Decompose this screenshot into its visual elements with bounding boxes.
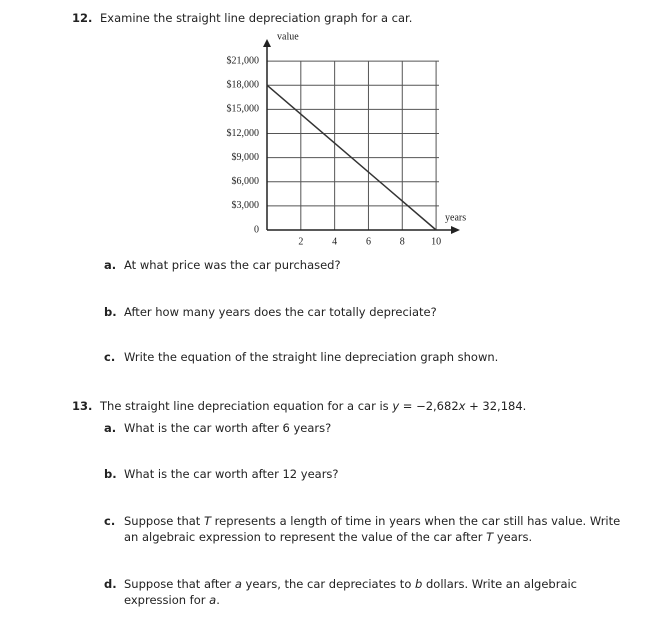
italic-text: a — [209, 593, 217, 607]
part-letter: d. — [104, 577, 117, 591]
part-letter: c. — [104, 514, 116, 528]
part-text: After how many years does the car totall… — [124, 304, 629, 320]
y-tick-label: $6,000 — [232, 176, 260, 187]
y-tick-label: $3,000 — [232, 200, 260, 211]
text: What is the car worth after 6 years? — [124, 421, 332, 435]
part-text: Write the equation of the straight line … — [124, 349, 629, 365]
italic-text: T — [203, 514, 211, 528]
part-letter: b. — [104, 467, 117, 481]
part-text: Suppose that after a years, the car depr… — [124, 576, 629, 608]
x-tick-label: 8 — [400, 236, 405, 247]
text: After how many years does the car totall… — [124, 305, 437, 319]
text: represents a length of time in years whe… — [124, 514, 621, 544]
part-letter: a. — [104, 421, 117, 435]
part-text: At what price was the car purchased? — [124, 257, 629, 273]
part-letter: a. — [104, 258, 117, 272]
part-letter: b. — [104, 305, 117, 319]
italic-text: a — [234, 577, 242, 591]
y-tick-label: 0 — [254, 224, 259, 235]
depreciation-line — [266, 84, 437, 231]
italic-text: x — [458, 399, 466, 413]
y-tick-label: $21,000 — [227, 55, 260, 66]
part-text: What is the car worth after 12 years? — [124, 466, 629, 482]
y-tick-label: $18,000 — [227, 79, 260, 90]
y-axis-arrow — [263, 39, 271, 47]
text: At what price was the car purchased? — [124, 258, 341, 272]
y-tick-label: $9,000 — [232, 152, 260, 163]
text: + 32,184. — [465, 399, 527, 413]
text: Write the equation of the straight line … — [124, 350, 499, 364]
x-tick-label: 2 — [298, 236, 303, 247]
italic-text: b — [415, 577, 423, 591]
text: Suppose that after — [124, 577, 235, 591]
text: years. — [493, 530, 533, 544]
x-tick-label: 4 — [332, 236, 337, 247]
y-tick-label: $15,000 — [227, 104, 260, 115]
problem-number: 13. — [72, 399, 93, 413]
text: Examine the straight line depreciation g… — [100, 11, 413, 25]
part-text: What is the car worth after 6 years? — [124, 420, 629, 436]
italic-text: T — [486, 530, 494, 544]
text: What is the car worth after 12 years? — [124, 467, 339, 481]
x-tick-label: 10 — [431, 236, 441, 247]
part-text: Suppose that T represents a length of ti… — [124, 513, 629, 545]
text: The straight line depreciation equation … — [100, 399, 393, 413]
text: years, the car depreciates to — [241, 577, 416, 591]
part-letter: c. — [104, 350, 116, 364]
problem-text: Examine the straight line depreciation g… — [100, 10, 640, 26]
chart: 0 $3,000 $6,000 $9,000 $12,000 $15,000 $18,000… — [227, 31, 467, 247]
text: . — [216, 593, 220, 607]
text: = −2,682 — [399, 399, 459, 413]
problem-number: 12. — [72, 11, 93, 25]
x-tick-label: 6 — [366, 236, 371, 247]
x-axis-arrow — [451, 226, 460, 234]
problem-text: The straight line depreciation equation … — [100, 398, 640, 414]
italic-text: y — [392, 399, 400, 413]
x-axis-label: years — [445, 212, 466, 223]
y-axis-label: value — [277, 31, 299, 42]
y-tick-label: $12,000 — [227, 128, 260, 139]
text: Suppose that — [124, 514, 204, 528]
text: dollars. Write an algebraic expression f… — [124, 577, 578, 607]
